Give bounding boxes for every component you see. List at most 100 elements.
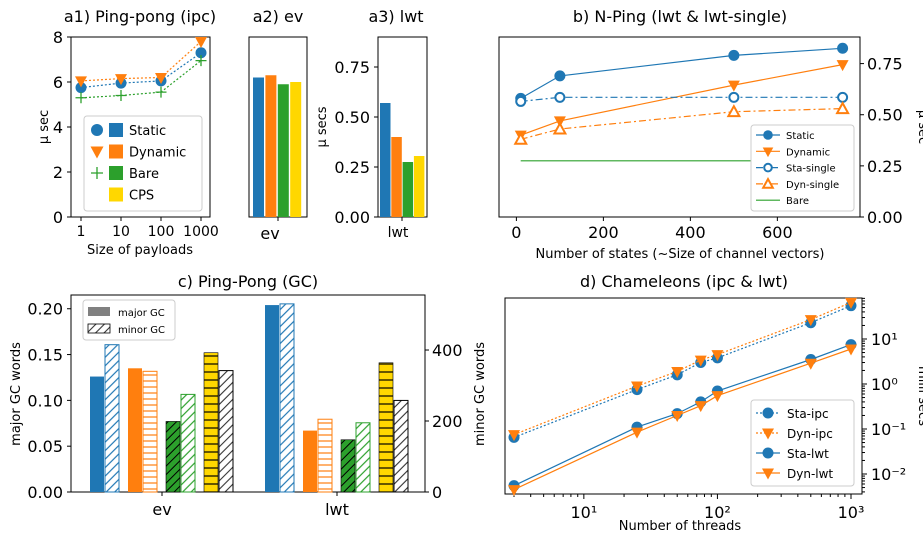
d-point-dyn-lwt: [711, 391, 724, 403]
a1-point-dynamic: [115, 74, 127, 86]
a1-ylabel: μ sec: [37, 110, 52, 144]
c-title: c) Ping-Pong (GC): [178, 272, 318, 291]
a1-legend-label: CPS: [129, 189, 154, 204]
d-xtick-label: 10¹: [570, 503, 597, 522]
a1-xtick-label: 10: [112, 224, 130, 240]
a2-xtick-label: ev: [260, 224, 279, 243]
d-xtick-label: 10³: [838, 503, 865, 522]
c-bar-minor-cps: [393, 399, 409, 493]
c-bar-minor-static: [104, 344, 120, 493]
b-ytick-label: 0.00: [867, 208, 903, 227]
d-point-dyn-ipc: [631, 381, 644, 393]
d-axes-frame: [504, 297, 863, 495]
d-point-dyn-lwt: [804, 358, 817, 370]
c-ylabel-right: minor GC words: [473, 342, 488, 446]
a1-ytick-label: 8: [53, 28, 63, 47]
a3-ytick-label: 0.75: [334, 58, 370, 77]
a1-title: a1) Ping-pong (ipc): [64, 7, 216, 26]
d-ytick-label: 10⁻¹: [871, 420, 906, 439]
d-legend-marker: [762, 468, 774, 480]
b-xtick-label: 0: [511, 223, 521, 242]
b-point-dyn-single: [835, 101, 850, 115]
d-legend-marker: [762, 428, 774, 440]
a3-ytick-label: 0.50: [334, 108, 370, 127]
d-point-dyn-ipc: [671, 366, 684, 378]
d-legend-label: Dyn-ipc: [787, 427, 833, 441]
c-bar-major-cps: [203, 352, 219, 493]
d-point-dyn-lwt: [508, 485, 521, 497]
c-legend-swatch-major: [88, 307, 110, 316]
d-title: d) Chameleons (ipc & lwt): [580, 272, 788, 291]
c-bar-minor-bare: [355, 422, 371, 493]
a1-xtick-label: 1000: [183, 224, 219, 240]
a3-ylabel: μ secs: [315, 106, 330, 147]
a1-point-bare: [75, 92, 87, 104]
c-bar-minor-dynamic: [142, 370, 158, 493]
c-ylabel: major GC words: [9, 342, 24, 446]
a3-bar-cps: [413, 156, 425, 217]
b-legend-label: Static: [786, 131, 815, 142]
b-point-static: [554, 70, 566, 82]
b-legend-marker: [762, 147, 774, 158]
d-ytick-label: 10¹: [871, 330, 898, 349]
c-bar-minor-static: [279, 303, 295, 493]
b-point-sta-single: [728, 91, 740, 103]
b-ytick-label: 0.25: [867, 157, 903, 176]
b-point-static: [837, 42, 849, 54]
a1-ytick-label: 0: [53, 208, 63, 227]
c-axes-frame: [70, 294, 426, 493]
b-point-sta-single: [837, 91, 849, 103]
b-axes-frame: [498, 36, 861, 218]
a1-legend-swatch: [109, 166, 123, 180]
d-point-dyn-ipc: [845, 297, 857, 309]
a3-bar-static: [380, 103, 391, 217]
d-legend-label: Sta-ipc: [787, 407, 829, 421]
a3-bar-bare: [402, 162, 414, 217]
a1-legend-swatch: [109, 187, 123, 202]
a1-legend-label: Static: [129, 124, 166, 139]
d-xtick-label: 10²: [704, 503, 731, 522]
a1-legend: [83, 115, 203, 212]
d-legend-marker: [762, 407, 774, 419]
d-legend-label: Sta-lwt: [787, 447, 829, 461]
b-legend-label: Dynamic: [786, 147, 830, 158]
c-ytick-label: 0.20: [27, 300, 63, 319]
c-ytick-label: 0.00: [27, 483, 63, 502]
c-ytick-label: 0.10: [27, 391, 63, 410]
a1-point-static: [75, 82, 87, 94]
d-ytick-label: 10⁻²: [871, 465, 906, 484]
c-bar-minor-bare: [180, 393, 196, 493]
d-point-dyn-ipc: [508, 430, 521, 442]
c-legend-label: minor GC: [118, 325, 165, 336]
b-ylabel: μ sec: [915, 110, 923, 144]
a1-xtick-label: 100: [148, 224, 175, 240]
b-ytick-label: 0.50: [867, 106, 903, 125]
d-point-dyn-lwt: [631, 427, 644, 439]
a1-point-bare: [115, 90, 127, 101]
c-bar-minor-cps: [218, 370, 234, 493]
a3-xtick-label: lwt: [388, 225, 409, 241]
c-ytick-label: 0.15: [27, 346, 63, 365]
b-xtick-label: 400: [675, 223, 706, 242]
a1-legend-marker: [90, 146, 104, 159]
a1-point-dynamic: [75, 76, 87, 88]
c-bar-major-dynamic: [303, 430, 317, 492]
d-point-dyn-ipc: [804, 315, 817, 327]
b-point-static: [728, 49, 740, 61]
c-xtick-label: lwt: [325, 500, 349, 519]
b-xtick-label: 600: [762, 223, 793, 242]
a1-line-bare: [80, 60, 202, 99]
b-ytick-label: 0.75: [867, 55, 903, 74]
d-legend: [750, 399, 855, 487]
b-legend-label: Sta-single: [786, 164, 836, 175]
d-point-dyn-ipc: [711, 350, 724, 362]
b-point-sta-single: [515, 95, 527, 107]
a3-bar-dynamic: [391, 137, 402, 217]
a1-line-static: [80, 52, 202, 89]
b-title: b) N-Ping (lwt & lwt-single): [573, 7, 787, 26]
c-bar-major-cps: [378, 362, 394, 493]
c-bar-major-bare: [340, 439, 356, 493]
a1-point-bare: [195, 55, 207, 67]
a2-bar-bare: [277, 84, 289, 217]
d-xlabel: Number of threads: [619, 519, 742, 534]
